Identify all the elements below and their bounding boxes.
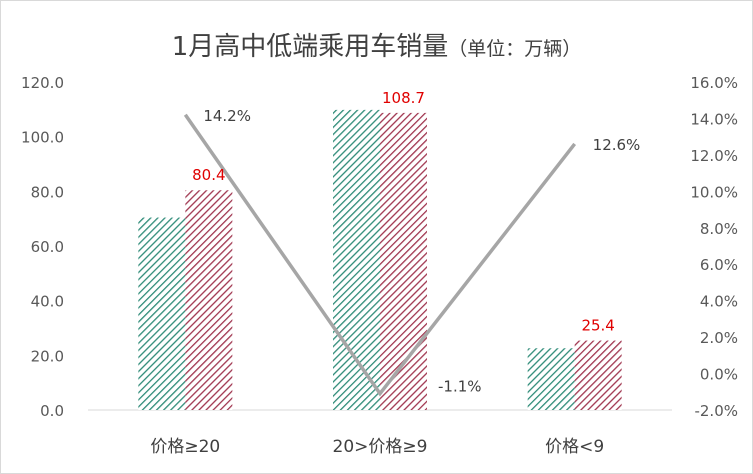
y-axis-ticks: 0.0 20.0 40.0 60.0 80.0 100.0 120.0 (21, 74, 64, 420)
y2-tick-label: 0.0% (700, 366, 738, 384)
bar (380, 112, 427, 411)
chart-title: 1月高中低端乘用车销量（单位：万辆） (0, 26, 753, 63)
y-tick-label: 40.0 (31, 293, 64, 311)
bar (527, 348, 575, 410)
category-labels: 价格≥20 20>价格≥9 价格<9 (150, 437, 604, 457)
line-data-label: 12.6% (593, 136, 641, 154)
y2-tick-label: -2.0% (694, 402, 738, 420)
y2-tick-label: 8.0% (700, 220, 738, 238)
bar-data-label: 25.4 (581, 317, 614, 335)
bar-data-label: 108.7 (382, 89, 425, 107)
y2-tick-label: 4.0% (700, 293, 738, 311)
chart-title-main: 1月高中低端乘用车销量 (171, 32, 449, 62)
x-tick-label: 价格<9 (545, 437, 604, 457)
y-tick-label: 20.0 (31, 347, 64, 365)
y-tick-label: 100.0 (21, 129, 64, 147)
y2-tick-label: 14.0% (690, 110, 738, 128)
bar (138, 217, 186, 410)
bars (138, 109, 622, 411)
bar (333, 109, 380, 410)
y2-axis-ticks: -2.0% 0.0% 2.0% 4.0% 6.0% 8.0% 10.0% 12.0% 14.0%… (690, 74, 738, 420)
y2-tick-label: 16.0% (690, 74, 738, 92)
y2-tick-label: 10.0% (690, 183, 738, 201)
bar-data-label: 80.4 (192, 166, 225, 184)
y-tick-label: 120.0 (21, 74, 64, 92)
x-tick-label: 价格≥20 (150, 437, 220, 457)
line-series (183, 113, 577, 397)
y-tick-label: 60.0 (31, 238, 64, 256)
chart-subtitle: （单位：万辆） (448, 38, 582, 60)
data-labels: 80.4 108.7 25.4 14.2% -1.1% 12.6% (192, 89, 640, 396)
y2-tick-label: 12.0% (690, 147, 738, 165)
y-tick-label: 80.0 (31, 183, 64, 201)
line-data-label: 14.2% (203, 107, 251, 125)
y2-tick-label: 6.0% (700, 256, 738, 274)
bar (574, 340, 622, 410)
y2-tick-label: 2.0% (700, 329, 738, 347)
y-tick-label: 0.0 (40, 402, 64, 420)
line-data-label: -1.1% (438, 378, 482, 396)
x-tick-label: 20>价格≥9 (333, 437, 428, 457)
bar (185, 190, 233, 410)
